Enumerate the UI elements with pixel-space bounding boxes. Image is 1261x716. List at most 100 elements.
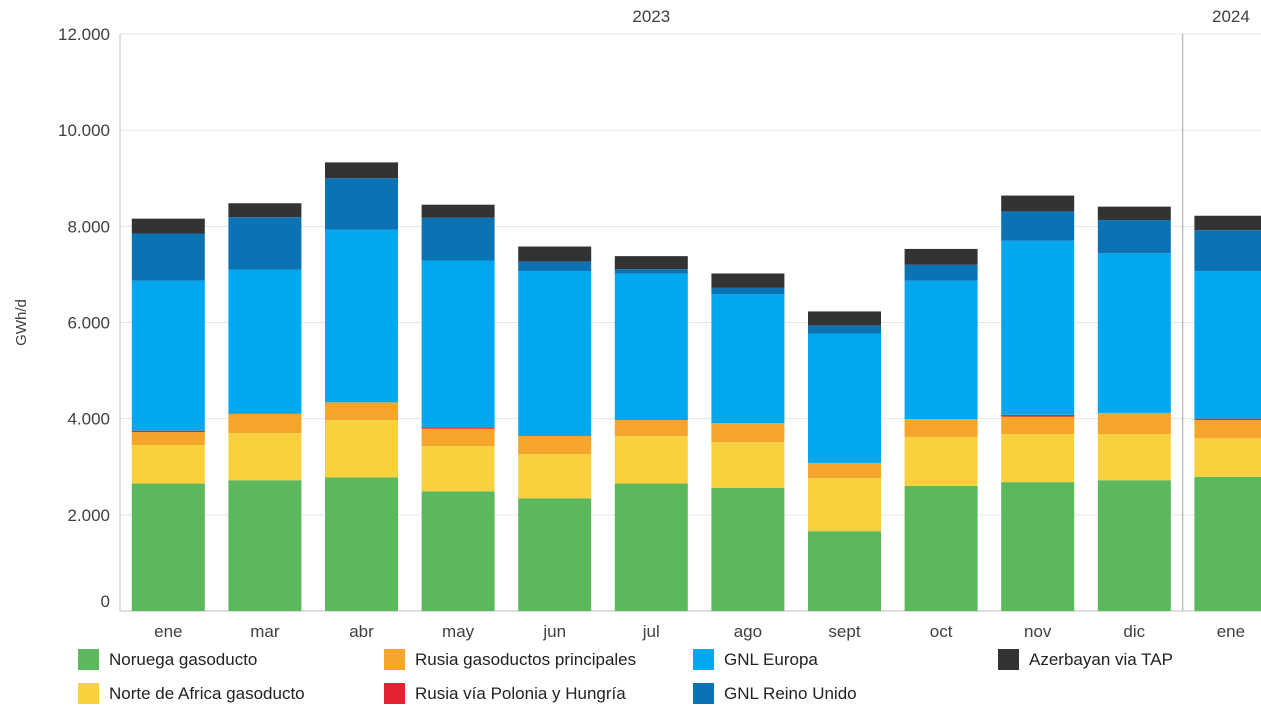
bar-segment: [1097, 412, 1171, 435]
bar-segment: [1001, 482, 1075, 611]
x-tick-label: oct: [930, 622, 953, 641]
bar-segment: [1194, 476, 1261, 611]
y-axis-label: GWh/d: [13, 299, 30, 346]
x-tick-label: may: [442, 622, 475, 641]
bar-segment: [131, 430, 205, 433]
bar-segment: [518, 498, 592, 611]
y-tick-label: 2.000: [67, 506, 110, 525]
bar-segment: [131, 483, 205, 611]
x-tick-label: ene: [154, 622, 182, 641]
bar-segment: [1194, 438, 1261, 477]
bar-segment: [421, 427, 495, 429]
bar-segment: [131, 445, 205, 484]
x-tick-label: nov: [1024, 622, 1052, 641]
bar-segment: [1194, 215, 1261, 231]
bar-segment: [325, 420, 398, 478]
bar-segment: [614, 435, 688, 484]
tick-labels: 0 2.000 4.000 6.000 8.000 10.000 12.000 GWh/d 20…: [13, 7, 1250, 641]
bar-segment: [325, 402, 398, 421]
x-tick-label: sept: [828, 622, 860, 641]
bar-segment: [904, 485, 978, 611]
bar-segment: [1097, 253, 1171, 413]
bar-segment: [421, 260, 495, 428]
bar-segment: [228, 480, 302, 611]
bar-segment: [518, 435, 592, 455]
bar-segment: [1194, 271, 1261, 419]
y-tick-label: 6.000: [67, 314, 110, 333]
bar-segment: [228, 413, 302, 434]
x-tick-label: dic: [1123, 622, 1145, 641]
bar-segment: [711, 442, 785, 488]
bar-segment: [1194, 418, 1261, 421]
bar-segment: [904, 419, 978, 437]
y-tick-label: 12.000: [58, 25, 110, 44]
bar-segment: [131, 280, 205, 431]
y-tick-label: 4.000: [67, 410, 110, 429]
bar-segment: [421, 217, 495, 261]
x-tick-label: jul: [642, 622, 660, 641]
bar-segment: [1097, 220, 1171, 254]
y-tick-label: 0: [101, 592, 110, 611]
bar-segment: [808, 462, 881, 479]
bar-segment: [904, 436, 978, 486]
year-label: 2024: [1212, 7, 1250, 26]
bar-segment: [1097, 480, 1171, 611]
bar-segment: [131, 432, 205, 446]
bar-segment: [711, 487, 785, 611]
bar-segment: [1001, 434, 1075, 483]
bar-segment: [808, 531, 881, 611]
year-label: 2023: [632, 7, 670, 26]
bar-segment: [614, 483, 688, 611]
bar-segment: [904, 248, 978, 265]
bar-segment: [421, 428, 495, 447]
bar-segment: [711, 273, 785, 288]
bar-segment: [614, 273, 688, 421]
bar-segment: [614, 420, 688, 436]
bar-segment: [1097, 206, 1171, 221]
bar-segment: [131, 218, 205, 234]
bar-segment: [904, 280, 978, 420]
x-tick-label: ago: [734, 622, 762, 641]
bar-segment: [325, 477, 398, 611]
bar-segment: [421, 491, 495, 611]
y-tick-label: 8.000: [67, 217, 110, 236]
bar-segment: [518, 246, 592, 262]
bar-segment: [808, 325, 881, 334]
bar-segment: [808, 311, 881, 326]
bar-segment: [228, 269, 302, 414]
bar-segment: [904, 264, 978, 281]
bar-segment: [1001, 416, 1075, 435]
bar-segment: [1097, 434, 1171, 481]
bar-segment: [1001, 211, 1075, 241]
x-tick-label: ene: [1217, 622, 1245, 641]
y-tick-label: 10.000: [58, 121, 110, 140]
bar-segment: [518, 261, 592, 272]
bar-segment: [1194, 230, 1261, 272]
bar-segment: [421, 446, 495, 492]
bar-segment: [131, 233, 205, 281]
bar-segment: [325, 162, 398, 179]
bar-segment: [325, 178, 398, 230]
bar-segment: [614, 256, 688, 270]
x-tick-label: mar: [250, 622, 280, 641]
bars: [131, 162, 1261, 611]
bar-segment: [711, 287, 785, 295]
bar-segment: [228, 217, 302, 270]
bar-segment: [808, 478, 881, 532]
bar-segment: [421, 204, 495, 218]
bar-segment: [1001, 414, 1075, 417]
bar-segment: [1001, 240, 1075, 415]
bar-segment: [711, 422, 785, 443]
bar-segment: [614, 269, 688, 274]
bar-segment: [808, 333, 881, 463]
x-tick-label: jun: [542, 622, 566, 641]
bar-segment: [1001, 195, 1075, 212]
bar-segment: [325, 229, 398, 403]
bar-segment: [228, 433, 302, 481]
bar-segment: [518, 271, 592, 436]
x-tick-label: abr: [349, 622, 374, 641]
bar-segment: [518, 454, 592, 499]
bar-segment: [228, 203, 302, 218]
bar-segment: [711, 294, 785, 423]
